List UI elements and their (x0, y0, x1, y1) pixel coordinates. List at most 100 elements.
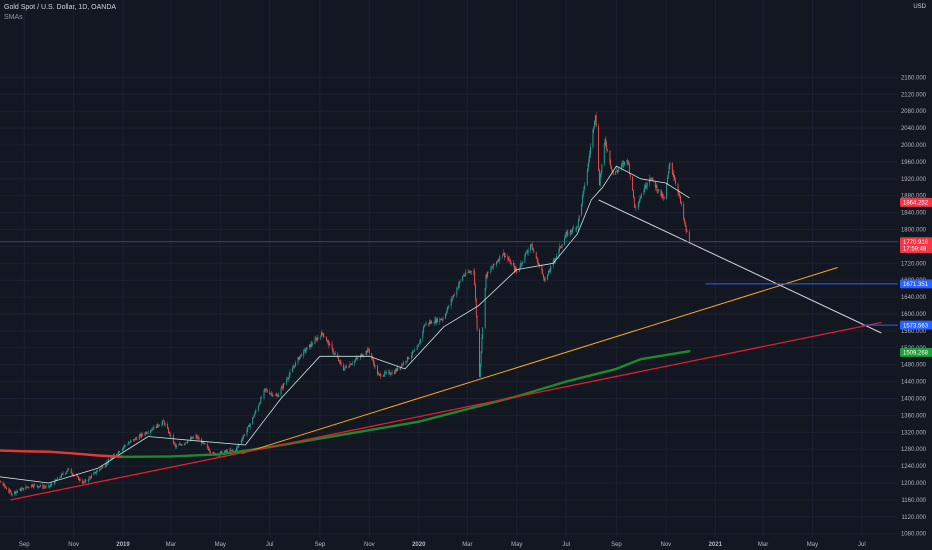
candle-body (99, 468, 101, 470)
candle-body (363, 355, 365, 356)
candle-body (484, 288, 486, 328)
candle-body (684, 218, 685, 223)
y-tick-label: 1400.000 (901, 397, 927, 403)
candle-body (93, 472, 95, 476)
candle-body (76, 475, 78, 477)
candle-body (119, 451, 121, 453)
candle-body (225, 450, 227, 452)
candle-body (190, 438, 192, 440)
candle-body (127, 444, 129, 446)
candle-body (604, 139, 606, 145)
candle-body (54, 479, 56, 484)
candle-body (372, 358, 374, 360)
candle-body (655, 185, 657, 188)
candle-body (667, 177, 668, 184)
candle-body (305, 349, 307, 352)
candle-body (344, 366, 346, 369)
candle-body (191, 437, 193, 440)
candle-body (343, 368, 345, 371)
candle-body (502, 253, 504, 256)
candle-body (626, 160, 628, 162)
candle-body (549, 270, 551, 272)
candle-body (8, 489, 10, 492)
candle-body (644, 185, 646, 191)
candle-body (360, 354, 362, 356)
candle-body (663, 197, 665, 199)
candle-body (303, 350, 305, 357)
indicator-legend[interactable]: SMAs (4, 14, 23, 21)
candle-body (340, 362, 342, 366)
x-tick-label: 2020 (412, 542, 426, 548)
time-axis[interactable]: Sep Nov 2019 Mar May Jul Sep Nov 2020 Mar May Jul Se… (19, 542, 866, 548)
candle-body (315, 338, 317, 340)
candle-body (320, 336, 322, 338)
y-tick-label: 1480.000 (901, 363, 927, 369)
candle-body (96, 470, 98, 473)
candle-body (90, 477, 92, 478)
candle-body (291, 368, 293, 372)
y-tick-label: 1440.000 (901, 380, 927, 386)
candle-body (294, 366, 296, 368)
candle-body (322, 333, 324, 336)
candle-body (181, 444, 183, 446)
candle-body (163, 421, 165, 425)
candle-body (662, 197, 664, 199)
candle-body (179, 444, 181, 445)
slow-sma-red-line (0, 449, 125, 458)
x-tick-label: Sep (611, 542, 622, 548)
candle-body (581, 196, 583, 204)
candle-body (232, 450, 234, 451)
candle-body (338, 358, 340, 362)
candle-body (231, 450, 233, 451)
candle-body (280, 388, 282, 395)
candle-body (260, 397, 262, 403)
x-tick-label: Mar (462, 542, 472, 548)
x-tick-label: May (807, 542, 818, 548)
candle-body (645, 185, 647, 188)
candle-body (576, 226, 578, 229)
candle-body (196, 435, 198, 438)
candle-body (247, 426, 249, 430)
y-tick-label: 1800.000 (901, 228, 927, 234)
candle-body (503, 252, 505, 254)
candle-body (638, 201, 640, 204)
candle-body (163, 420, 165, 422)
x-tick-label: Mar (758, 542, 768, 548)
candle-body (123, 446, 125, 448)
candle-body (197, 437, 199, 438)
candle-body (422, 331, 424, 339)
candle-body (274, 394, 276, 396)
candle-body (679, 196, 681, 202)
candle-body (48, 485, 49, 487)
candle-body (158, 425, 160, 427)
y-tick-label: 1920.000 (901, 177, 927, 183)
candle-body (254, 411, 256, 415)
candle-body (157, 424, 159, 427)
candle-body (374, 365, 376, 367)
x-tick-label: 2019 (116, 542, 130, 548)
candle-body (237, 445, 239, 447)
candle-body (317, 337, 318, 341)
candle-body (407, 356, 409, 359)
candle-body (450, 299, 452, 307)
candle-body (16, 491, 18, 492)
candle-body (476, 315, 478, 330)
candle-body (187, 440, 189, 443)
candle-body (550, 265, 552, 271)
candle-body (567, 232, 569, 236)
candle-body (283, 383, 284, 388)
candle-body (118, 451, 120, 453)
candle-body (424, 324, 426, 326)
candle-body (244, 435, 246, 436)
price-axis[interactable]: 1080.000 1120.000 1160.000 1200.000 1240.000… (901, 75, 927, 537)
candle-body (578, 215, 580, 220)
candle-body (329, 343, 331, 346)
candle-body (240, 440, 242, 445)
candle-body (429, 322, 431, 324)
candle-body (440, 319, 442, 320)
x-tick-label: Sep (315, 542, 326, 548)
symbol-title[interactable]: Gold Spot / U.S. Dollar, 1D, OANDA (4, 4, 117, 11)
candle-body (77, 476, 79, 477)
